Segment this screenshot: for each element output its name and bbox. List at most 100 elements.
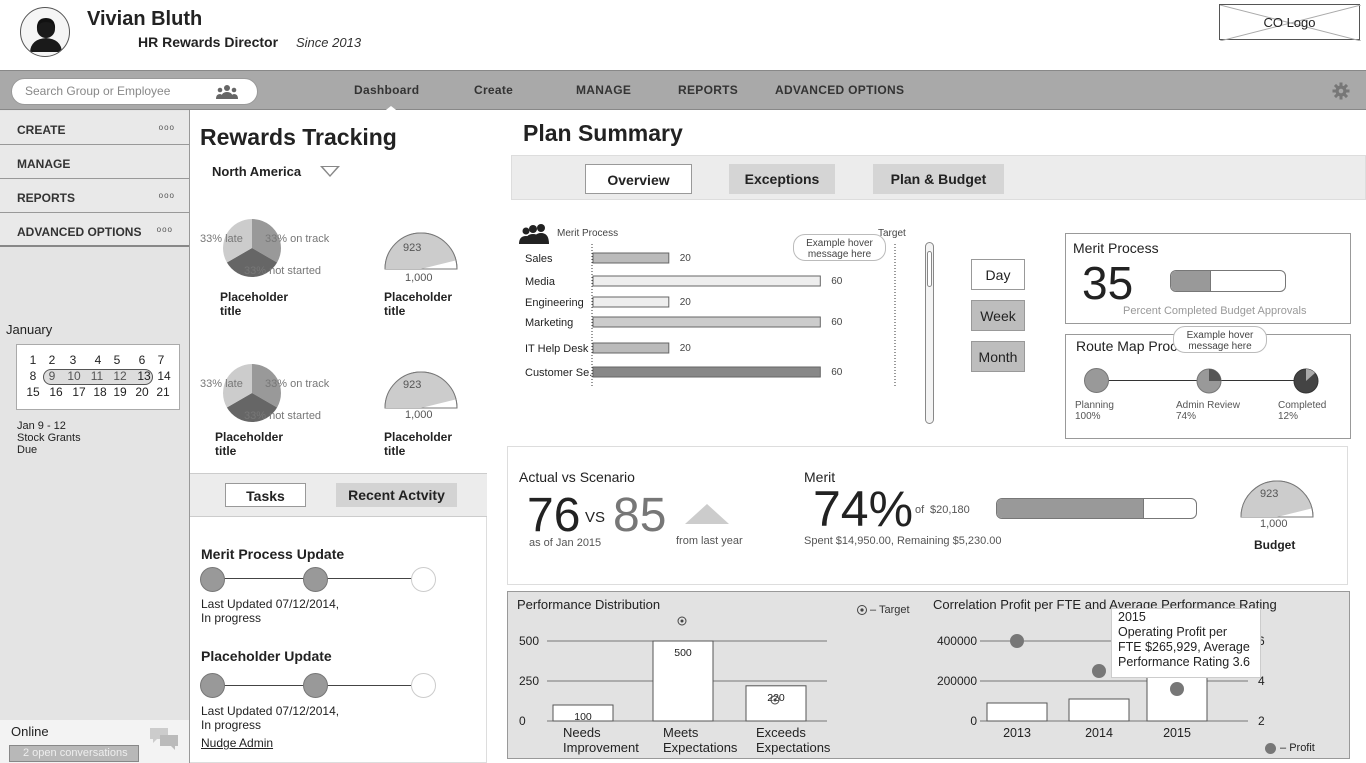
route-hover-tooltip: Example hover message here (1173, 326, 1267, 353)
tab-exceptions[interactable]: Exceptions (729, 164, 835, 194)
update-status: Last Updated 07/12/2014, In progress (201, 597, 340, 625)
nav-manage[interactable]: MANAGE (576, 83, 632, 97)
sidebar-item-advanced-options[interactable]: ADVANCED OPTIONS ooo (0, 213, 189, 247)
logo-label: CO Logo (1263, 15, 1316, 30)
calendar-day[interactable]: 10 (67, 369, 81, 383)
nav-reports[interactable]: REPORTS (678, 83, 739, 97)
calendar-day[interactable]: 6 (138, 353, 146, 367)
gear-icon[interactable] (1332, 82, 1350, 100)
route-step-completed[interactable] (1293, 368, 1319, 394)
actual-vs-scenario-title: Actual vs Scenario (519, 469, 635, 485)
calendar-day[interactable]: 4 (94, 353, 102, 367)
pie-label-on-track: 33% on track (265, 378, 330, 390)
progress-step-complete (200, 567, 225, 592)
chart-hover-tooltip: Example hover message here (793, 234, 886, 261)
merit-bar (592, 275, 821, 287)
sidebar-item-create[interactable]: CREATE ooo (0, 111, 189, 145)
route-step-label: Completed 12% (1278, 400, 1327, 422)
calendar-day[interactable]: 8 (29, 369, 37, 383)
calendar-day[interactable]: 21 (156, 385, 170, 399)
tab-overview[interactable]: Overview (585, 164, 692, 194)
route-step-planning[interactable] (1084, 368, 1109, 393)
merit-progress-bar (1170, 270, 1286, 292)
calendar-day[interactable]: 3 (69, 353, 77, 367)
calendar-event-note: Jan 9 - 12 Stock Grants Due (17, 420, 81, 456)
tab-tasks[interactable]: Tasks (225, 483, 306, 507)
more-options-icon[interactable]: ooo (158, 123, 175, 132)
pie-slice-on-track (252, 219, 281, 263)
gauge-max: 1,000 (405, 272, 433, 284)
rewards-tracking-title: Rewards Tracking (200, 124, 397, 150)
calendar-day[interactable]: 15 (26, 385, 40, 399)
nav-advanced-options[interactable]: ADVANCED OPTIONS (775, 83, 905, 97)
user-avatar[interactable] (20, 7, 70, 57)
tab-plan-budget[interactable]: Plan & Budget (873, 164, 1004, 194)
pie-slice-late (223, 219, 252, 263)
online-status: Online (11, 724, 49, 739)
open-conversations-button[interactable]: 2 open conversations (9, 745, 139, 762)
merit-detail: Spent $14,950.00, Remaining $5,230.00 (804, 535, 1002, 547)
route-step-label: Planning 100% (1075, 400, 1114, 422)
search-input[interactable] (25, 84, 210, 98)
update-title: Placeholder Update (201, 648, 332, 664)
pie-label-late: 33% late (200, 378, 243, 390)
calendar-day[interactable]: 19 (113, 385, 127, 399)
chart-scrollbar[interactable] (925, 242, 934, 424)
month-button[interactable]: Month (971, 341, 1025, 372)
calendar-day[interactable]: 20 (135, 385, 149, 399)
event-title: Stock Grants (17, 432, 81, 444)
calendar-day[interactable]: 12 (113, 369, 127, 383)
panel-title: Merit Process (1073, 240, 1159, 256)
merit-chart-legend: Merit Process (557, 228, 619, 239)
chevron-down-icon[interactable] (320, 166, 340, 177)
bar-label: Customer Se.. (525, 367, 595, 379)
more-options-icon[interactable]: ooo (156, 225, 173, 234)
rating-point (1092, 664, 1106, 678)
target-label: Target (878, 228, 906, 239)
region-select[interactable]: North America (212, 164, 302, 179)
event-status: Due (17, 444, 38, 456)
week-button[interactable]: Week (971, 300, 1025, 331)
calendar-day[interactable]: 9 (48, 369, 56, 383)
bar-value-label: 500 (674, 647, 692, 659)
calendar-day[interactable]: 16 (49, 385, 63, 399)
calendar-day[interactable]: 17 (72, 385, 86, 399)
bar-label: Marketing (525, 317, 573, 329)
gauge-fill (384, 232, 456, 269)
pie-slice-not-started (226, 393, 278, 422)
progress-step-complete (303, 673, 328, 698)
calendar-day[interactable]: 1 (29, 353, 37, 367)
nav-dashboard[interactable]: Dashboard (354, 83, 420, 97)
calendar-day[interactable]: 14 (157, 369, 171, 383)
nudge-admin-link[interactable]: Nudge Admin (201, 736, 274, 750)
sidebar-item-label: CREATE (17, 123, 66, 137)
calendar-day[interactable]: 18 (93, 385, 107, 399)
sidebar-item-reports[interactable]: REPORTS ooo (0, 179, 189, 213)
correlation-tooltip: 2015 Operating Profit per FTE $265,929, … (1111, 608, 1261, 678)
calendar-day[interactable]: 2 (48, 353, 56, 367)
performance-bar-chart: 0250500100NeedsImprovement500MeetsExpect… (519, 616, 831, 755)
sidebar-item-manage[interactable]: MANAGE (0, 145, 189, 179)
group-search-icon[interactable] (215, 84, 239, 100)
calendar-day[interactable]: 11 (90, 369, 104, 383)
route-step-admin-review[interactable] (1196, 368, 1222, 394)
progress-step-pending (411, 567, 436, 592)
active-nav-pointer (382, 106, 400, 113)
chat-icon[interactable] (149, 727, 179, 753)
bar-value-label: 60 (831, 317, 843, 328)
actual-value: 76 (527, 489, 581, 542)
pie-label-not-started: 33% not started (244, 410, 322, 422)
calendar-day[interactable]: 13 (137, 369, 151, 383)
calendar-day[interactable]: 5 (113, 353, 121, 367)
search-box[interactable] (11, 78, 258, 105)
nav-create[interactable]: Create (474, 83, 514, 97)
tab-recent-activity[interactable]: Recent Actvity (336, 483, 457, 507)
gauge-chart (384, 232, 458, 270)
more-options-icon[interactable]: ooo (158, 191, 175, 200)
calendar-day[interactable]: 7 (157, 353, 165, 367)
bar-value-label: 20 (680, 297, 692, 308)
scrollbar-thumb[interactable] (927, 251, 932, 287)
bar-label: Sales (525, 253, 553, 265)
y-tick-label: 0 (970, 714, 977, 728)
day-button[interactable]: Day (971, 259, 1025, 290)
